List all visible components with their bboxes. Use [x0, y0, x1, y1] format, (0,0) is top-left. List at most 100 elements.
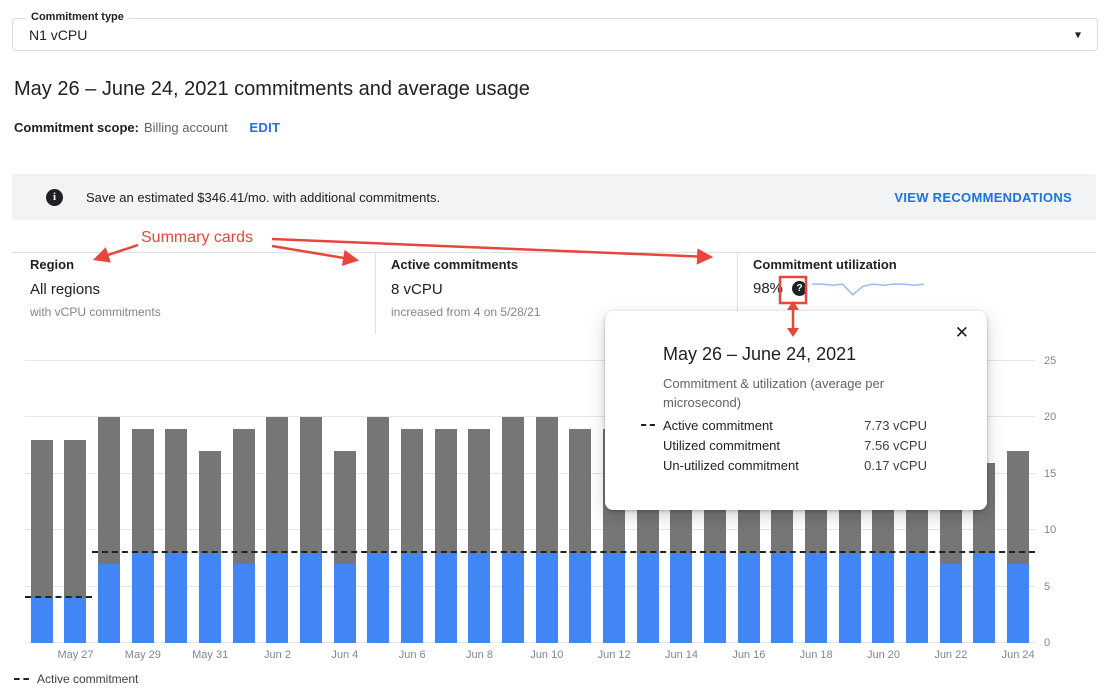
utilized-bar — [569, 552, 592, 643]
utilized-bar — [232, 564, 255, 643]
utilized-bar — [603, 552, 626, 643]
chart-legend: Active commitment — [14, 672, 138, 686]
info-icon: i — [46, 188, 63, 206]
gridline — [25, 472, 1035, 474]
active-commitments-card: Active commitments 8 vCPU increased from… — [391, 257, 540, 319]
tooltip-row-value: 0.17 vCPU — [864, 457, 927, 473]
usage-bar — [64, 439, 87, 643]
y-axis-label: 20 — [1044, 411, 1057, 424]
card-subtitle: increased from 4 on 5/28/21 — [391, 305, 541, 319]
x-axis: May 27 May 29 May 31 Jun 2 Jun 4 Jun 6 Jun 8 Ju… — [25, 649, 1035, 664]
utilized-bar — [535, 552, 558, 643]
commitment-type-select[interactable]: Commitment type N1 vCPU ▾ — [12, 11, 1098, 51]
gridline — [25, 529, 1035, 531]
utilized-bar — [704, 552, 727, 643]
bar-group[interactable] — [395, 361, 429, 643]
close-icon[interactable]: ✕ — [954, 323, 969, 342]
utilized-bar — [805, 552, 828, 643]
utilized-bar — [670, 552, 693, 643]
utilized-bar — [98, 564, 121, 643]
x-axis-label: Jun 4 — [331, 649, 359, 661]
utilized-bar — [30, 597, 53, 643]
bar-group[interactable] — [1001, 361, 1035, 643]
scope-label: Commitment scope: — [14, 120, 139, 135]
x-axis-label: Jun 8 — [466, 649, 493, 661]
bar-group[interactable] — [59, 361, 93, 643]
scope-value: Billing account — [143, 120, 228, 135]
bar-group[interactable] — [92, 361, 126, 643]
card-title: Region — [30, 257, 75, 272]
bar-group[interactable] — [261, 361, 295, 643]
x-axis-label: Jun 14 — [664, 649, 699, 661]
utilized-bar — [973, 552, 996, 643]
tooltip-subtitle: Commitment & utilization (average per mi… — [663, 376, 885, 410]
bar-group[interactable] — [160, 361, 194, 643]
utilized-bar — [266, 552, 289, 643]
utilized-bar — [872, 552, 895, 643]
bar-group[interactable] — [362, 361, 396, 643]
card-divider — [737, 252, 738, 334]
bar-group[interactable] — [25, 361, 59, 643]
bar-group[interactable] — [463, 361, 497, 643]
utilized-bar — [468, 552, 491, 643]
bar-group[interactable] — [564, 361, 598, 643]
tooltip-row-label: Active commitment — [663, 417, 773, 433]
tooltip-row: Active commitment 7.73 vCPU — [641, 415, 927, 435]
bar-group[interactable] — [328, 361, 362, 643]
x-axis-label: May 31 — [192, 649, 229, 661]
utilized-bar — [771, 552, 794, 643]
active-commitment-line — [92, 550, 1035, 553]
x-axis-label: Jun 24 — [1001, 649, 1035, 661]
tooltip-row-label: Un-utilized commitment — [663, 457, 799, 473]
utilized-bar — [165, 552, 188, 643]
help-icon[interactable]: ? — [792, 281, 808, 296]
x-axis-label: Jun 16 — [732, 649, 766, 661]
y-axis-label: 0 — [1044, 637, 1051, 649]
card-value: 8 vCPU — [391, 281, 443, 298]
card-value: 98% — [753, 280, 784, 297]
utilized-bar — [367, 552, 390, 643]
utilized-bar — [636, 552, 659, 643]
bar-group[interactable] — [294, 361, 328, 643]
cards-top-divider — [12, 252, 1096, 253]
x-axis-label: Jun 18 — [799, 649, 833, 661]
gridline — [25, 360, 1035, 361]
utilized-bar — [502, 552, 525, 643]
gridline — [25, 416, 1035, 418]
utilized-bar — [131, 552, 154, 643]
bar-group[interactable] — [496, 361, 530, 643]
commitment-scope: Commitment scope: Billing account EDIT — [14, 120, 280, 135]
bar-group[interactable] — [193, 361, 227, 643]
card-value: All regions — [30, 281, 101, 298]
tooltip-row-label: Utilized commitment — [663, 437, 781, 453]
view-recommendations-link[interactable]: VIEW RECOMMENDATIONS — [894, 189, 1072, 205]
gridline — [25, 585, 1035, 587]
edit-link[interactable]: EDIT — [249, 120, 281, 135]
card-subtitle: with vCPU commitments — [30, 305, 161, 319]
bar-group[interactable] — [530, 361, 564, 643]
utilized-bar — [1007, 564, 1030, 643]
bar-group[interactable] — [126, 361, 160, 643]
y-axis-label: 25 — [1044, 355, 1057, 367]
utilization-sparkline — [812, 283, 924, 296]
x-axis-label: Jun 22 — [934, 649, 968, 661]
x-axis-label: May 29 — [124, 649, 161, 661]
utilized-bar — [199, 552, 222, 643]
gridline — [25, 642, 1035, 643]
bar-group[interactable] — [429, 361, 463, 643]
utilized-bar — [64, 597, 87, 643]
card-divider — [375, 252, 376, 334]
x-axis-label: Jun 10 — [530, 649, 564, 661]
utilized-bar — [401, 552, 424, 643]
active-commitment-line — [25, 595, 93, 598]
tooltip-rows: Active commitment 7.73 vCPU Utilized commi… — [641, 415, 927, 475]
bar-group[interactable] — [227, 361, 261, 643]
utilized-bar — [939, 564, 962, 643]
tooltip-row: Utilized commitment 7.56 vCPU — [641, 435, 927, 455]
utilized-bar — [300, 552, 323, 643]
utilized-bar — [333, 564, 356, 643]
card-title: Commitment utilization — [753, 257, 897, 272]
usage-bar — [30, 439, 53, 643]
utilized-bar — [737, 552, 760, 643]
